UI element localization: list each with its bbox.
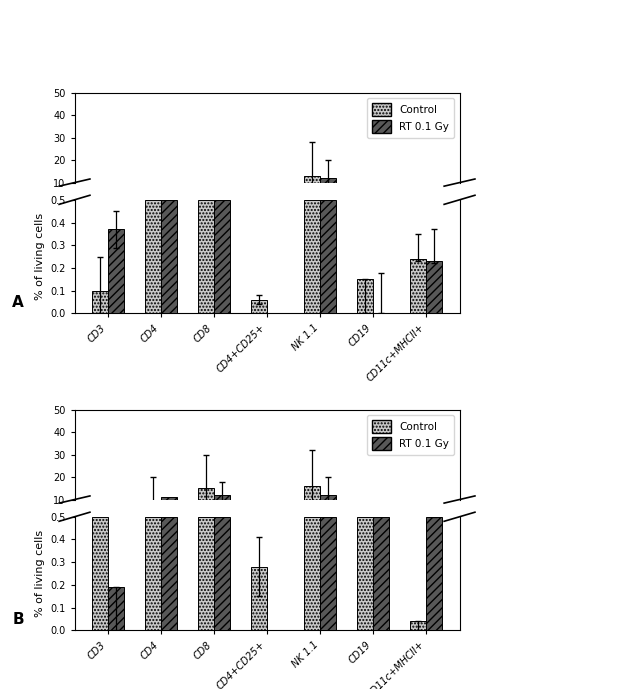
- Bar: [304, 176, 320, 205]
- Bar: [320, 178, 336, 205]
- Bar: [373, 517, 389, 630]
- Bar: [198, 200, 214, 313]
- Bar: [108, 587, 124, 630]
- Bar: [320, 495, 336, 522]
- Bar: [198, 517, 214, 630]
- Bar: [214, 517, 230, 630]
- Bar: [426, 517, 442, 630]
- Bar: [251, 300, 267, 313]
- Bar: [357, 513, 373, 522]
- Bar: [304, 517, 320, 630]
- Bar: [304, 486, 320, 522]
- Bar: [161, 189, 177, 205]
- Bar: [320, 517, 336, 630]
- Legend: Control, RT 0.1 Gy: Control, RT 0.1 Gy: [367, 415, 455, 455]
- Bar: [410, 259, 426, 313]
- Text: B: B: [12, 612, 24, 626]
- Bar: [320, 200, 336, 313]
- Bar: [145, 200, 161, 313]
- Bar: [145, 502, 161, 522]
- Bar: [92, 508, 108, 522]
- Y-axis label: % of living cells: % of living cells: [35, 213, 45, 300]
- Y-axis label: % of living cells: % of living cells: [35, 530, 45, 617]
- Text: A: A: [12, 295, 24, 309]
- Bar: [108, 229, 124, 313]
- Bar: [145, 189, 161, 205]
- Bar: [373, 512, 389, 522]
- Bar: [145, 517, 161, 630]
- Bar: [161, 517, 177, 630]
- Bar: [214, 189, 230, 205]
- Bar: [198, 189, 214, 205]
- Bar: [304, 200, 320, 313]
- Bar: [92, 291, 108, 313]
- Bar: [92, 517, 108, 630]
- Bar: [198, 489, 214, 522]
- Bar: [214, 495, 230, 522]
- Bar: [410, 621, 426, 630]
- Bar: [161, 497, 177, 522]
- Legend: Control, RT 0.1 Gy: Control, RT 0.1 Gy: [367, 99, 455, 138]
- Bar: [357, 280, 373, 313]
- Bar: [357, 517, 373, 630]
- Bar: [161, 200, 177, 313]
- Bar: [214, 200, 230, 313]
- Bar: [426, 261, 442, 313]
- Bar: [426, 512, 442, 522]
- Bar: [251, 567, 267, 630]
- Bar: [108, 508, 124, 522]
